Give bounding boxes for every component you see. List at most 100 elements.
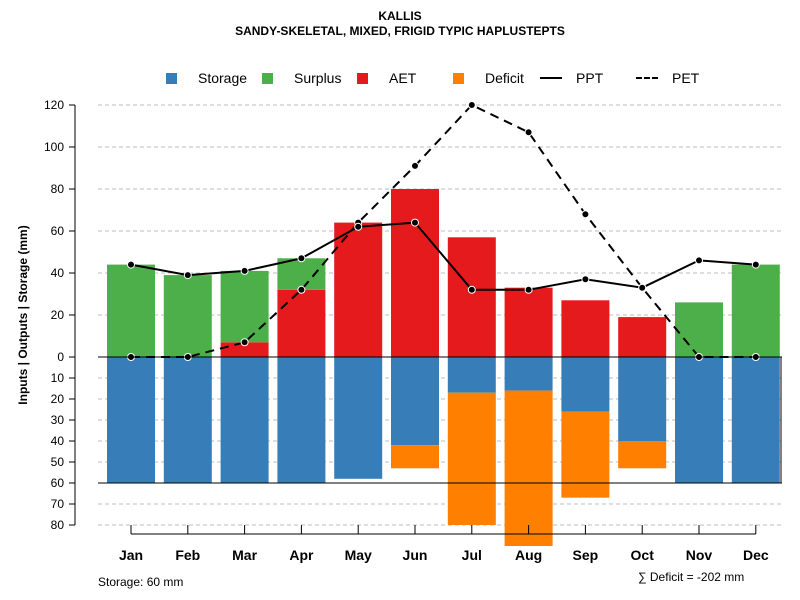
pet-line xyxy=(131,103,756,358)
bar-surplus xyxy=(675,302,723,357)
legend-surplus-swatch xyxy=(262,72,273,84)
y-tick-label: 60 xyxy=(51,224,65,238)
legend-ppt-line xyxy=(540,77,562,79)
ppt-point xyxy=(354,222,363,231)
pet-point xyxy=(581,210,590,219)
legend-aet-swatch xyxy=(357,72,368,84)
bar-storage xyxy=(731,357,780,483)
bar-deficit xyxy=(504,390,553,546)
y-tick-label: 30 xyxy=(51,413,65,427)
pet-point xyxy=(297,285,306,294)
y-tick-label: 40 xyxy=(51,266,65,280)
x-tick-label: May xyxy=(345,547,372,563)
y-tick-label: 20 xyxy=(51,308,65,322)
bar-storage xyxy=(675,357,723,483)
chart-title: KALLIS xyxy=(378,9,422,23)
y-tick-label: 80 xyxy=(51,518,65,532)
bar-surplus xyxy=(220,270,269,343)
y-tick-label: 50 xyxy=(51,455,65,469)
y-tick-label: 10 xyxy=(51,371,65,385)
y-tick-label: 40 xyxy=(51,434,65,448)
y-axis-label: Inputs | Outputs | Storage (mm) xyxy=(16,225,30,404)
y-tick-label: 60 xyxy=(51,476,65,490)
bar-aet xyxy=(391,189,439,357)
bar-storage xyxy=(504,357,553,391)
y-tick-label: 80 xyxy=(51,182,65,196)
y-tick-label: 0 xyxy=(57,350,64,364)
bar-aet xyxy=(277,289,326,357)
legend-pet: PET xyxy=(636,70,699,86)
bar-deficit xyxy=(447,392,496,525)
bar-deficit xyxy=(561,411,610,498)
legend-storage-label: Storage xyxy=(198,70,248,86)
legend-deficit-swatch xyxy=(453,72,464,84)
bar-aet xyxy=(618,317,667,357)
chart-subtitle: SANDY-SKELETAL, MIXED, FRIGID TYPIC HAPL… xyxy=(235,24,565,38)
bar-aet xyxy=(504,287,553,357)
pet-point xyxy=(411,161,419,170)
legend-ppt-label: PPT xyxy=(576,70,604,86)
ppt-point xyxy=(297,254,306,263)
x-tick-label: Jan xyxy=(119,547,143,563)
y-tick-label: 20 xyxy=(51,392,65,406)
ppt-line xyxy=(130,221,756,291)
legend: Storage Surplus AET Deficit PPT PET xyxy=(0,70,800,90)
legend-pet-label: PET xyxy=(672,70,700,86)
storage-note: Storage: 60 mm xyxy=(98,575,184,589)
x-tick-label: Oct xyxy=(631,547,655,563)
y-tick-label: 100 xyxy=(44,140,64,154)
gridlines xyxy=(98,104,782,526)
ppt-point xyxy=(695,256,703,265)
legend-aet-label: AET xyxy=(389,70,417,86)
deficit-note: ∑ Deficit = -202 mm xyxy=(638,570,745,584)
ppt-point xyxy=(467,285,476,294)
bar-storage xyxy=(561,357,610,412)
bar-storage xyxy=(220,357,269,483)
legend-deficit: Deficit xyxy=(453,70,524,86)
bar-surplus xyxy=(163,275,212,357)
x-tick-label: Sep xyxy=(573,547,599,563)
legend-deficit-label: Deficit xyxy=(485,70,524,86)
ppt-point xyxy=(524,285,533,294)
x-tick-label: Jul xyxy=(462,547,482,563)
bar-storage xyxy=(277,357,326,483)
ppt-point xyxy=(127,260,135,269)
ppt-point xyxy=(411,218,419,227)
x-tick-label: Nov xyxy=(686,547,713,563)
bar-aet xyxy=(220,342,269,357)
legend-surplus: Surplus xyxy=(262,70,341,86)
ppt-point xyxy=(581,275,590,284)
ppt-point xyxy=(183,271,192,280)
bar-aet xyxy=(334,222,383,357)
ppt-point xyxy=(638,283,647,292)
x-tick-label: Mar xyxy=(232,547,257,563)
legend-pet-line xyxy=(636,77,658,79)
pet-point xyxy=(524,128,533,137)
x-tick-label: Dec xyxy=(743,547,769,563)
axes: 0 20 40 60 80 100 120 10 20 30 40 50 60 70 80 Jan Feb Mar… xyxy=(44,98,782,563)
bar-aet xyxy=(447,237,496,357)
x-tick-label: Aug xyxy=(515,547,542,563)
pet-point xyxy=(240,338,249,347)
x-tick-label: Jun xyxy=(403,547,428,563)
legend-surplus-label: Surplus xyxy=(294,70,342,86)
y-tick-label: 120 xyxy=(44,98,64,112)
bar-surplus xyxy=(107,264,155,357)
ppt-point xyxy=(751,260,760,269)
bar-storage xyxy=(618,357,667,441)
bar-storage xyxy=(107,357,155,483)
bar-aet xyxy=(561,300,610,357)
bar-storage xyxy=(163,357,212,483)
bar-storage xyxy=(447,357,496,393)
x-tick-label: Feb xyxy=(175,547,200,563)
bars xyxy=(107,189,780,546)
legend-aet: AET xyxy=(357,70,416,86)
bar-storage xyxy=(391,357,439,446)
ppt-point xyxy=(240,266,249,275)
legend-ppt: PPT xyxy=(540,70,603,86)
bar-surplus xyxy=(277,258,326,290)
pet-point xyxy=(467,101,476,109)
y-tick-label: 70 xyxy=(51,497,65,511)
legend-storage-swatch xyxy=(166,72,177,84)
